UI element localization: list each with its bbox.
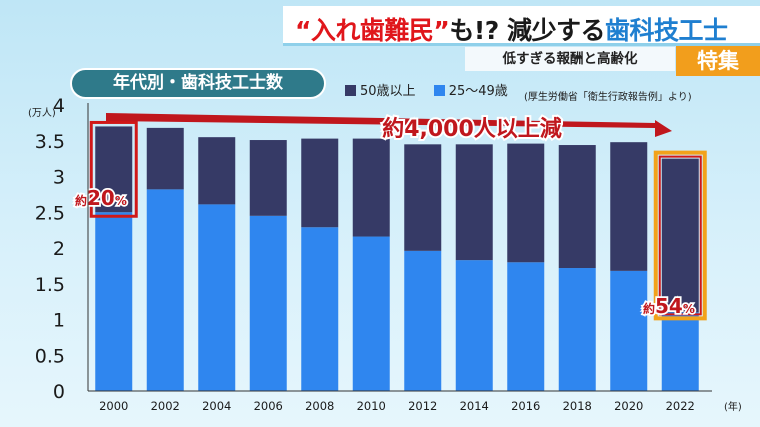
feature-badge: 特集	[676, 46, 760, 76]
x-tick-label: 2020	[614, 399, 643, 413]
bar-50plus-2012	[404, 144, 442, 251]
legend-item-25-49: 25～49歳	[433, 84, 508, 99]
highlight-box-last-inner	[658, 155, 702, 316]
bar-50plus-2008	[301, 138, 339, 228]
decline-arrow	[106, 113, 672, 137]
share-2022-prefix: 約	[643, 301, 655, 316]
y-tick-label: 3.5	[35, 131, 65, 153]
bar-50plus-2004	[198, 137, 236, 205]
x-tick-label: 2022	[666, 399, 695, 413]
headline-middle: も!? 減少する	[449, 16, 605, 45]
legend-item-50plus: 50歳以上	[345, 84, 416, 99]
bar-50plus-2010	[352, 138, 390, 237]
x-tick-label: 2012	[408, 399, 437, 413]
share-2022-value: 54	[655, 294, 683, 318]
x-tick-label: 2006	[254, 399, 283, 413]
headline-banner: “入れ歯難民”も!? 減少する歯科技工士	[283, 6, 760, 46]
share-2022: 約54%	[643, 294, 695, 318]
share-2000-value: 20	[87, 186, 115, 210]
share-2022-unit: %	[683, 302, 695, 316]
highlight-box-last-outer	[653, 150, 707, 321]
headline: “入れ歯難民”も!? 減少する歯科技工士	[295, 11, 728, 47]
bar-25-49-2000	[95, 212, 133, 391]
bar-50plus-2018	[558, 145, 596, 269]
source-note: (厚生労働省「衛生行政報告例」より)	[524, 92, 692, 103]
decline-label: 約4,000人以上減	[382, 116, 562, 142]
y-tick-label: 0.5	[35, 345, 65, 367]
chart-legend: 50歳以上 25～49歳	[345, 80, 522, 99]
bar-25-49-2014	[455, 260, 493, 391]
bar-25-49-2012	[404, 250, 442, 391]
y-axis-unit: (万人)	[28, 107, 56, 119]
subtitle: 低すぎる報酬と高齢化	[465, 47, 675, 71]
x-tick-label: 2010	[357, 399, 386, 413]
bar-25-49-2004	[198, 204, 236, 391]
bar-50plus-2014	[455, 144, 493, 261]
y-tick-label: 3	[53, 167, 65, 189]
share-2000: 約20%	[75, 186, 127, 210]
bar-25-49-2002	[146, 189, 184, 391]
share-2000-unit: %	[115, 194, 127, 208]
bar-50plus-2000	[95, 126, 133, 213]
bar-50plus-2002	[146, 127, 184, 190]
y-tick-label: 1.5	[35, 274, 65, 296]
bar-25-49-2006	[249, 215, 287, 391]
bar-25-49-2022	[661, 312, 699, 391]
x-tick-label: 2000	[99, 399, 128, 413]
bar-25-49-2016	[507, 262, 545, 391]
bar-25-49-2020	[610, 270, 648, 391]
legend-label-50plus: 50歳以上	[360, 84, 416, 99]
x-tick-label: 2016	[511, 399, 540, 413]
x-tick-label: 2008	[305, 399, 334, 413]
y-tick-label: 2	[53, 238, 65, 260]
x-tick-label: 2002	[151, 399, 180, 413]
headline-quote: “入れ歯難民”	[295, 16, 450, 45]
x-tick-label: 2018	[563, 399, 592, 413]
y-tick-label: 0	[53, 381, 65, 403]
chart-title: 年代別・歯科技工士数	[70, 68, 326, 99]
bar-25-49-2008	[301, 227, 339, 391]
bar-50plus-2020	[610, 142, 648, 271]
y-tick-label: 2.5	[35, 202, 65, 224]
x-axis-unit: (年)	[724, 400, 742, 413]
bar-25-49-2018	[558, 268, 596, 391]
bar-50plus-2006	[249, 140, 287, 216]
headline-subject: 歯科技工士	[604, 16, 728, 45]
x-tick-label: 2014	[460, 399, 489, 413]
legend-swatch-25-49	[433, 85, 445, 96]
y-tick-label: 1	[53, 310, 65, 332]
highlight-box-first	[89, 120, 138, 218]
legend-swatch-50plus	[345, 85, 356, 96]
bar-50plus-2022	[661, 158, 699, 313]
legend-label-25-49: 25～49歳	[448, 84, 508, 99]
y-tick-label: 4	[53, 95, 65, 117]
x-tick-label: 2004	[202, 399, 231, 413]
bar-25-49-2010	[352, 236, 390, 391]
share-2000-prefix: 約	[75, 193, 87, 208]
bar-50plus-2016	[507, 143, 545, 263]
